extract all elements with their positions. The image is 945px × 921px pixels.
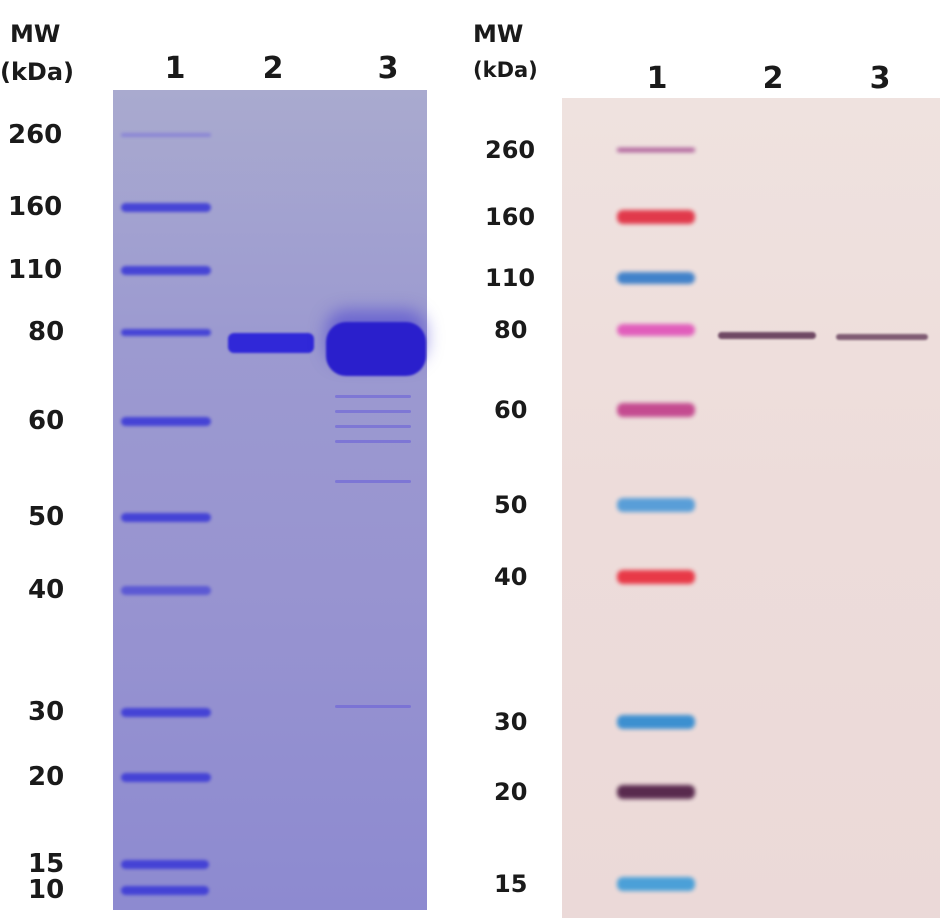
sds-page-gel: [113, 90, 427, 910]
right-marker-label: 110: [485, 264, 536, 292]
western-blot-membrane: [562, 98, 940, 918]
lane3-band: [326, 322, 426, 376]
ladder-band: [617, 570, 695, 584]
ladder-band: [121, 585, 211, 595]
left-marker-label: 80: [28, 317, 65, 347]
right-lane-3: 3: [869, 61, 891, 96]
ladder-band: [121, 512, 211, 522]
ladder-band: [121, 328, 211, 336]
lane3-minor-band: [335, 425, 411, 428]
left-lane-3: 3: [377, 51, 399, 86]
lane3-minor-band: [335, 395, 411, 398]
right-marker-label: 50: [494, 491, 528, 519]
ladder-band: [617, 148, 695, 152]
right-marker-label: 20: [494, 778, 528, 806]
lane2-band: [228, 333, 314, 353]
left-marker-label: 15: [28, 849, 65, 879]
right-mw-label: MW: [473, 20, 524, 48]
ladder-band: [121, 133, 211, 137]
ladder-band: [617, 272, 695, 284]
ladder-band: [121, 859, 209, 869]
ladder-band: [617, 877, 695, 891]
ladder-band: [617, 785, 695, 799]
lane3-minor-band: [335, 480, 411, 483]
left-lane-2: 2: [262, 51, 284, 86]
right-marker-label: 80: [494, 316, 528, 344]
right-marker-label: 60: [494, 396, 528, 424]
left-marker-label: 160: [8, 192, 63, 222]
left-marker-label: 20: [28, 762, 65, 792]
lane3-band: [836, 334, 928, 340]
right-marker-label: 15: [494, 870, 528, 898]
right-marker-label: 260: [485, 136, 536, 164]
ladder-band: [121, 265, 211, 275]
ladder-band: [617, 403, 695, 417]
ladder-band: [617, 324, 695, 336]
left-marker-label: 50: [28, 502, 65, 532]
left-unit-label: (kDa): [0, 58, 75, 86]
left-lane-1: 1: [164, 51, 186, 86]
left-marker-label: 110: [8, 255, 63, 285]
ladder-band: [121, 416, 211, 426]
right-lane-2: 2: [762, 61, 784, 96]
left-marker-label: 10: [28, 875, 65, 905]
right-marker-label: 40: [494, 563, 528, 591]
ladder-band: [121, 707, 211, 717]
right-marker-label: 160: [485, 203, 536, 231]
left-marker-label: 260: [8, 120, 63, 150]
lane3-minor-band: [335, 440, 411, 443]
left-marker-label: 60: [28, 406, 65, 436]
lane3-minor-band: [335, 705, 411, 708]
ladder-band: [617, 715, 695, 729]
lane2-band: [718, 332, 816, 339]
ladder-band: [617, 210, 695, 224]
left-marker-label: 30: [28, 697, 65, 727]
ladder-band: [617, 498, 695, 512]
right-lane-1: 1: [646, 61, 668, 96]
ladder-band: [121, 772, 211, 782]
right-marker-label: 30: [494, 708, 528, 736]
left-mw-label: MW: [10, 20, 61, 48]
left-marker-label: 40: [28, 575, 65, 605]
lane3-minor-band: [335, 410, 411, 413]
ladder-band: [121, 202, 211, 212]
right-unit-label: (kDa): [473, 58, 538, 82]
ladder-band: [121, 885, 209, 895]
